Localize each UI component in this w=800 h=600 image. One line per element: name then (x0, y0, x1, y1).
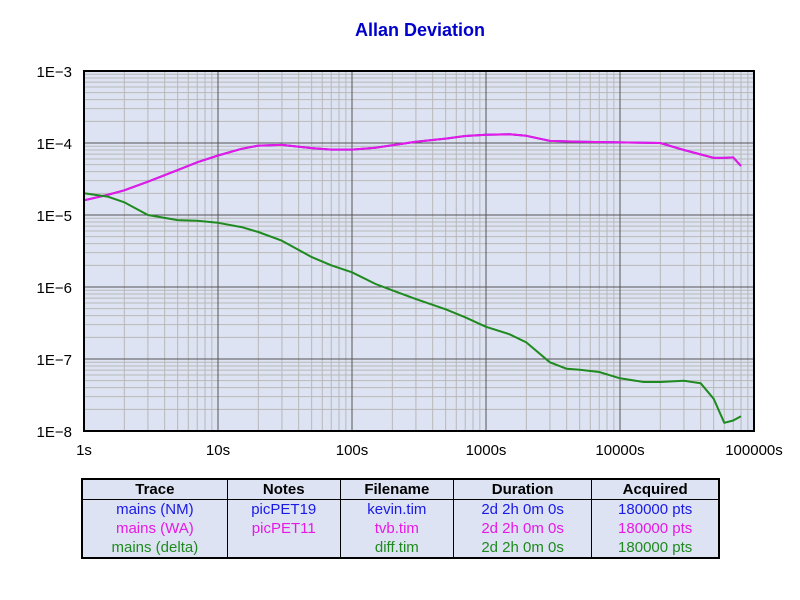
x-tick-label: 1000s (466, 442, 507, 459)
y-axis-ticks: 1E−3 1E−4 1E−5 1E−6 1E−7 1E−8 (37, 64, 72, 441)
y-tick-label: 1E−3 (37, 64, 72, 81)
legend-header-row: Trace Notes Filename Duration Acquired (81, 479, 720, 500)
header-filename: Filename (339, 479, 454, 500)
legend-cell-notes (226, 538, 341, 558)
legend-cell-duration: 2d 2h 0m 0s (452, 519, 593, 538)
plot-area (84, 71, 754, 431)
x-tick-label: 100000s (725, 442, 783, 459)
legend-cell-trace: mains (NM) (81, 499, 228, 519)
y-tick-label: 1E−7 (37, 352, 72, 369)
chart-title: Allan Deviation (355, 20, 485, 40)
x-tick-label: 1s (76, 442, 92, 459)
legend-row: mains (WA) picPET11 tvb.tim 2d 2h 0m 0s 1800… (81, 519, 720, 538)
minor-grid (84, 71, 754, 431)
legend-cell-trace: mains (WA) (81, 519, 228, 538)
legend-cell-filename: tvb.tim (339, 519, 454, 538)
legend-cell-duration: 2d 2h 0m 0s (452, 538, 593, 558)
legend-cell-notes: picPET19 (226, 499, 341, 519)
series-line-mains-delta (83, 192, 742, 424)
legend-table: Trace Notes Filename Duration Acquired m… (81, 478, 720, 559)
legend-cell-duration: 2d 2h 0m 0s (452, 499, 593, 519)
header-trace: Trace (81, 479, 228, 500)
y-tick-label: 1E−8 (37, 424, 72, 441)
header-acquired: Acquired (591, 479, 720, 500)
legend-cell-acquired: 180000 pts (591, 519, 720, 538)
header-duration: Duration (452, 479, 593, 500)
header-notes: Notes (226, 479, 341, 500)
x-tick-label: 10000s (595, 442, 644, 459)
x-axis-ticks: 1s 10s 100s 1000s 10000s 100000s (76, 442, 783, 459)
y-tick-label: 1E−6 (37, 280, 72, 297)
legend-row: mains (delta) diff.tim 2d 2h 0m 0s 180000 p… (81, 538, 720, 558)
legend-row: mains (NM) picPET19 kevin.tim 2d 2h 0m 0s 18… (81, 499, 720, 519)
legend-cell-acquired: 180000 pts (591, 499, 720, 519)
legend-cell-filename: diff.tim (339, 538, 454, 558)
major-grid (84, 71, 754, 431)
legend-body: mains (NM) picPET19 kevin.tim 2d 2h 0m 0s 18… (81, 499, 720, 558)
series-layer (83, 133, 742, 424)
y-tick-label: 1E−4 (37, 136, 72, 153)
series-line-mains-wa (83, 133, 742, 202)
x-tick-label: 10s (206, 442, 230, 459)
legend-cell-acquired: 180000 pts (591, 538, 720, 558)
legend-cell-filename: kevin.tim (339, 499, 454, 519)
plot-frame (83, 70, 755, 432)
legend-cell-notes: picPET11 (226, 519, 341, 538)
x-tick-label: 100s (336, 442, 369, 459)
legend-cell-trace: mains (delta) (81, 538, 228, 558)
y-tick-label: 1E−5 (37, 208, 72, 225)
